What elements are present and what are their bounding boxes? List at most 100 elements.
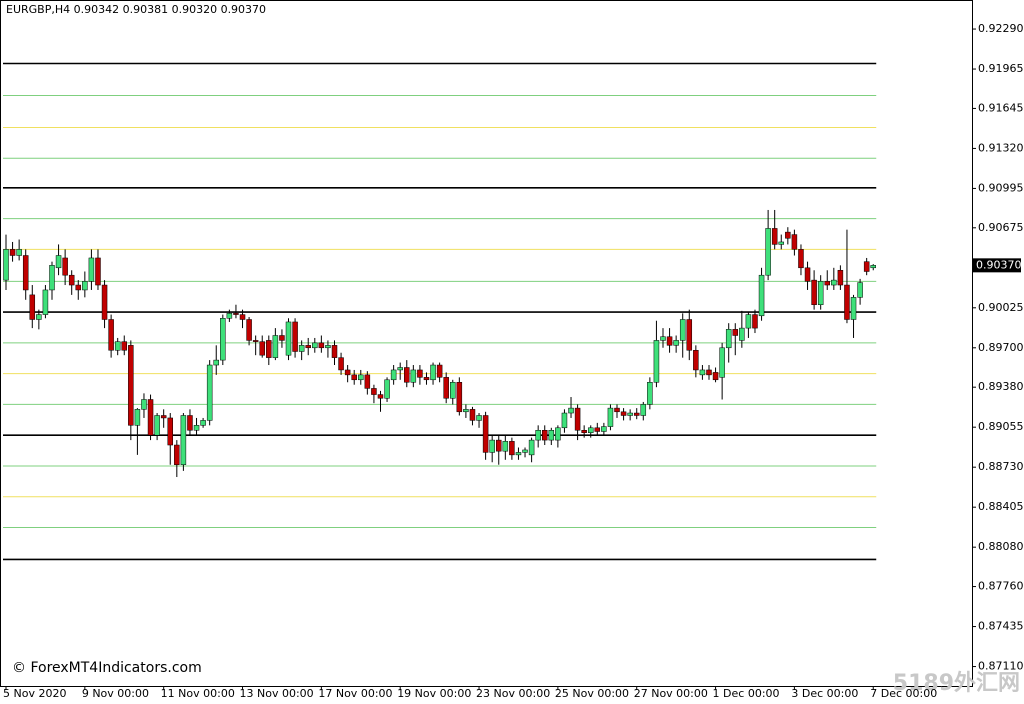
candle-body [771,228,778,245]
candle-body [712,372,719,381]
candle-body [134,409,141,426]
candle-body [68,274,75,286]
candle-body [338,357,344,371]
candle-body [167,417,173,446]
candle-body [863,261,870,272]
candle-body [390,369,397,381]
candle-body [233,313,239,315]
x-tick-label: 3 Dec 00:00 [791,687,858,700]
candle-body [673,340,679,346]
x-tick-label: 17 Nov 00:00 [318,687,392,700]
candle-body [22,255,29,291]
candle-body [870,265,876,269]
x-tick-label: 11 Nov 00:00 [161,687,235,700]
candle-body [141,399,147,410]
candle-body [587,427,594,433]
candle-body [436,364,443,378]
candle-body [647,382,653,405]
candle-body [200,420,206,426]
candle-body [528,439,535,456]
candle-body [3,249,9,281]
candle-body [62,257,68,276]
y-tick-label: 0.90995 [978,181,1024,194]
candle-body [95,257,101,286]
candle-body [496,439,502,452]
current-price-label: 0.90370 [976,258,1022,271]
candle-body [128,345,134,426]
candle-body [364,374,371,389]
candle-body [601,426,607,432]
candle-body [798,249,804,269]
x-tick-label: 19 Nov 00:00 [397,687,471,700]
candle-body [404,367,410,383]
y-tick-label: 0.91965 [978,62,1024,75]
y-tick-label: 0.89055 [978,420,1024,433]
candle-body [535,430,541,441]
candle-body [693,350,699,371]
candle-body [154,415,160,436]
candle-body [344,369,351,376]
candle-body [548,430,555,441]
y-tick-label: 0.91645 [978,101,1024,114]
candle-body [463,409,469,413]
y-tick-label: 0.89700 [978,341,1024,354]
candle-body [443,377,449,399]
x-tick-label: 5 Nov 2020 [3,687,66,700]
y-tick-label: 0.91320 [978,141,1024,154]
plot-frame [0,0,973,687]
candle-body [318,342,325,349]
y-tick-label: 0.87110 [978,660,1024,673]
candle-body [679,319,686,341]
candle-body [351,374,357,381]
candle-body [581,430,587,433]
y-tick-label: 0.88405 [978,500,1024,513]
x-tick-label: 27 Nov 00:00 [634,687,708,700]
candle-body [285,321,292,356]
x-tick-label: 1 Dec 00:00 [713,687,780,700]
candle-body [844,284,850,320]
candle-body [660,336,666,341]
current-price-box [973,258,1021,273]
candle-body [259,341,265,356]
chart-title: EURGBP,H4 0.90342 0.90381 0.90320 0.9037… [6,3,266,16]
candle-body [607,407,614,427]
candle-body [502,441,509,452]
candle-body [174,444,180,465]
candle-body [482,415,489,453]
candle-body [725,329,732,349]
candle-body [16,249,22,256]
candle-body [384,379,390,399]
candle-body [450,382,456,399]
candle-body [719,347,725,378]
candle-body [522,449,528,453]
candle-body [101,284,108,320]
candle-body [331,345,338,358]
candle-body [298,345,305,352]
candle-body [633,412,640,416]
candle-body [88,257,95,282]
candle-body [574,407,581,431]
x-tick-label: 7 Dec 00:00 [870,687,937,700]
candle-body [456,382,463,413]
candle-body [266,340,272,358]
candle-body [758,274,765,317]
candle-body [82,281,88,291]
candle-body [469,409,476,421]
y-tick-label: 0.88080 [978,540,1024,553]
candle-body [666,336,673,346]
candle-body [36,314,42,320]
watermark: © ForexMT4Indicators.com [12,660,202,676]
y-tick-label: 0.89380 [978,380,1024,393]
candle-body [752,314,758,329]
candle-body [305,345,311,349]
candle-body [226,313,233,319]
candle-body [765,228,771,276]
candle-body [42,289,49,315]
candle-body [850,297,857,320]
x-tick-label: 25 Nov 00:00 [555,687,629,700]
candle-body [791,234,798,250]
y-tick-label: 0.90025 [978,301,1024,314]
candle-body [187,415,193,431]
candle-body [292,321,298,352]
candle-body [239,314,246,320]
